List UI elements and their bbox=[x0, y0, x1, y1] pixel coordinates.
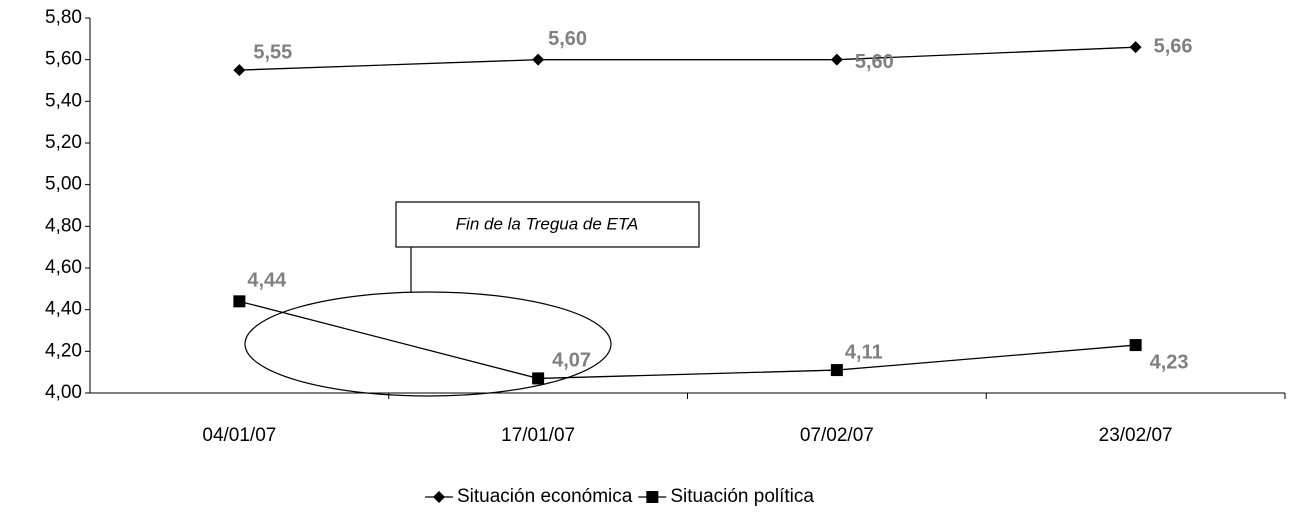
marker bbox=[830, 364, 843, 377]
marker bbox=[433, 491, 445, 503]
y-tick-label: 5,00 bbox=[45, 174, 82, 195]
marker bbox=[1129, 41, 1142, 54]
y-tick-label: 4,40 bbox=[45, 299, 82, 320]
data-label: 5,60 bbox=[855, 51, 894, 73]
annotation-ellipse bbox=[244, 291, 612, 397]
marker bbox=[532, 372, 545, 385]
annotation: Fin de la Tregua de ETA bbox=[456, 214, 639, 233]
y-tick-label: 5,20 bbox=[45, 132, 82, 153]
x-tick-label: 17/01/07 bbox=[501, 425, 575, 446]
x-tick-label: 04/01/07 bbox=[202, 425, 276, 446]
marker bbox=[1129, 339, 1142, 352]
data-label: 4,07 bbox=[552, 350, 591, 372]
annotation-box bbox=[395, 201, 700, 248]
y-tick-label: 5,80 bbox=[45, 7, 82, 28]
y-tick-label: 4,20 bbox=[45, 340, 82, 361]
data-label: 5,66 bbox=[1154, 35, 1193, 57]
data-label: 4,44 bbox=[247, 270, 287, 292]
y-tick-label: 4,80 bbox=[45, 215, 82, 236]
y-tick-label: 4,00 bbox=[45, 382, 82, 403]
data-label: 5,55 bbox=[253, 41, 292, 63]
legend-label: Situación política bbox=[670, 486, 814, 507]
x-tick-label: 07/02/07 bbox=[800, 425, 874, 446]
y-tick-label: 4,60 bbox=[45, 257, 82, 278]
data-label: 4,23 bbox=[1150, 351, 1189, 373]
data-label: 5,60 bbox=[548, 28, 587, 50]
marker bbox=[830, 53, 843, 66]
y-tick-label: 5,40 bbox=[45, 90, 82, 111]
data-label: 4,11 bbox=[845, 341, 883, 363]
marker bbox=[532, 53, 545, 66]
legend-label: Situación económica bbox=[457, 486, 633, 507]
marker bbox=[233, 64, 246, 77]
y-tick-label: 5,60 bbox=[45, 49, 82, 70]
line bbox=[239, 46, 1136, 71]
x-tick-label: 23/02/07 bbox=[1099, 425, 1173, 446]
line bbox=[239, 300, 1136, 380]
marker bbox=[646, 491, 659, 503]
marker bbox=[233, 295, 246, 308]
